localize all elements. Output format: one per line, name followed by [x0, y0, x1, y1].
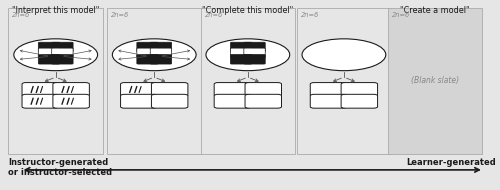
Text: Learner-generated: Learner-generated — [406, 158, 496, 167]
FancyBboxPatch shape — [245, 83, 282, 97]
Bar — [8, 8, 103, 154]
FancyBboxPatch shape — [53, 94, 90, 108]
FancyBboxPatch shape — [341, 94, 378, 108]
FancyBboxPatch shape — [244, 55, 265, 64]
FancyBboxPatch shape — [230, 42, 252, 52]
FancyBboxPatch shape — [244, 48, 265, 58]
FancyBboxPatch shape — [120, 83, 157, 97]
Text: Instructor-generated
or instructor-selected: Instructor-generated or instructor-selec… — [8, 158, 113, 177]
FancyBboxPatch shape — [22, 83, 59, 97]
FancyBboxPatch shape — [230, 55, 252, 64]
FancyBboxPatch shape — [137, 42, 158, 52]
FancyBboxPatch shape — [120, 94, 157, 108]
FancyBboxPatch shape — [152, 94, 188, 108]
FancyBboxPatch shape — [150, 42, 172, 52]
FancyBboxPatch shape — [152, 83, 188, 97]
Bar — [296, 8, 391, 154]
Circle shape — [302, 39, 386, 71]
FancyBboxPatch shape — [341, 83, 378, 97]
Bar — [200, 8, 295, 154]
FancyBboxPatch shape — [214, 94, 250, 108]
FancyBboxPatch shape — [137, 55, 158, 64]
FancyBboxPatch shape — [245, 94, 282, 108]
FancyBboxPatch shape — [52, 48, 73, 58]
FancyBboxPatch shape — [137, 48, 158, 58]
FancyBboxPatch shape — [214, 83, 250, 97]
Text: "Create a model": "Create a model" — [400, 6, 470, 15]
Text: 2n=6: 2n=6 — [111, 12, 129, 18]
Text: "Complete this model": "Complete this model" — [202, 6, 294, 15]
Circle shape — [14, 39, 98, 71]
Text: (Blank slate): (Blank slate) — [411, 75, 459, 85]
Text: 2n=6: 2n=6 — [300, 12, 319, 18]
Bar — [388, 8, 482, 154]
Text: 2n=6: 2n=6 — [392, 12, 410, 18]
FancyBboxPatch shape — [53, 83, 90, 97]
FancyBboxPatch shape — [38, 48, 60, 58]
FancyBboxPatch shape — [52, 42, 73, 52]
FancyBboxPatch shape — [38, 42, 60, 52]
FancyBboxPatch shape — [38, 55, 60, 64]
FancyBboxPatch shape — [22, 94, 59, 108]
Text: 2n=6: 2n=6 — [204, 12, 222, 18]
FancyBboxPatch shape — [230, 48, 252, 58]
FancyBboxPatch shape — [310, 94, 346, 108]
FancyBboxPatch shape — [310, 83, 346, 97]
FancyBboxPatch shape — [52, 55, 73, 64]
Text: 2n=6: 2n=6 — [12, 12, 30, 18]
Circle shape — [206, 39, 290, 71]
Text: "Interpret this model": "Interpret this model" — [12, 6, 100, 15]
FancyBboxPatch shape — [150, 55, 172, 64]
FancyBboxPatch shape — [244, 42, 265, 52]
FancyBboxPatch shape — [150, 48, 172, 58]
Bar — [107, 8, 202, 154]
Circle shape — [112, 39, 196, 71]
